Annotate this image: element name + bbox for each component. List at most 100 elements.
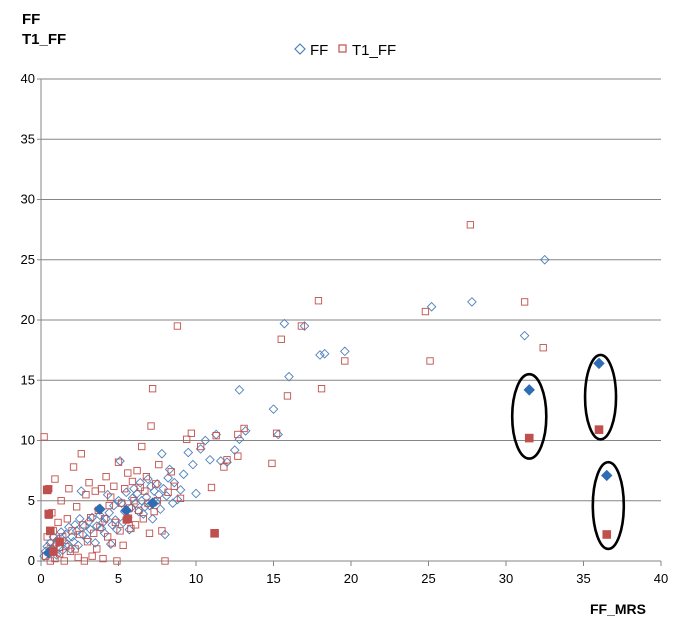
point-t1ff-1-92 [234,452,242,460]
point-ff-0-25 [78,529,88,540]
point-ff-2-1 [94,503,106,515]
x-tick-label-30: 30 [499,571,513,586]
point-ff-0-38 [101,513,111,524]
point-ff-0-18 [67,532,77,542]
point-ff-0-11 [56,527,66,537]
point-ff-0-82 [172,494,183,505]
point-ff-0-43 [109,500,119,511]
point-ff-0-44 [110,515,121,525]
x-tick-label-15: 15 [266,571,280,586]
legend-ff-label: FF [310,42,328,59]
point-ff-0-101 [284,371,294,382]
point-ff-2-3 [146,497,159,509]
y-axis-label-t1ff: T1_FF [22,31,66,48]
x-axis-label: FF_MRS [590,601,646,617]
point-ff-0-106 [426,301,437,312]
point-t1ff-1-26 [76,530,84,539]
point-ff-0-90 [205,454,215,465]
point-ff-0-105 [339,346,350,357]
point-t1ff-1-88 [207,483,216,492]
highlight-ellipse-1 [583,353,618,441]
point-t1ff-3-9 [602,530,612,539]
point-t1ff-1-43 [102,473,110,481]
point-ff-0-96 [234,385,245,395]
point-t1ff-1-75 [152,480,160,488]
point-t1ff-1-66 [138,442,146,451]
point-t1ff-1-55 [121,485,129,493]
point-ff-0-31 [90,538,101,548]
point-t1ff-1-47 [108,539,116,547]
point-t1ff-1-79 [161,557,169,565]
point-ff-0-72 [153,489,164,500]
point-t1ff-1-19 [65,485,73,493]
point-ff-0-41 [105,539,116,549]
point-ff-0-81 [169,477,180,488]
point-ff-0-98 [268,404,279,415]
legend-t1ff-marker [338,44,347,53]
point-t1ff-1-97 [277,335,285,343]
point-t1ff-1-84 [176,494,185,502]
point-t1ff-1-37 [93,545,101,553]
legend-ff-marker [294,43,306,55]
point-t1ff-1-52 [116,527,124,535]
point-t1ff-1-12 [54,518,62,527]
point-t1ff-1-91 [223,456,231,464]
point-ff-0-27 [82,534,93,545]
point-ff-0-73 [155,504,166,515]
point-t1ff-1-9 [51,475,59,483]
point-t1ff-1-102 [341,357,349,365]
point-t1ff-1-107 [539,344,547,352]
point-t1ff-1-101 [317,385,326,393]
point-t1ff-1-73 [148,385,157,393]
point-t1ff-1-25 [74,553,82,562]
point-ff-0-28 [84,516,94,527]
point-t1ff-1-49 [111,518,120,527]
point-t1ff-1-57 [124,469,132,477]
point-t1ff-1-89 [212,432,220,440]
point-ff-0-24 [76,486,87,496]
point-ff-0-97 [240,426,251,436]
point-t1ff-1-100 [314,297,323,305]
point-t1ff-1-82 [170,482,178,490]
point-t1ff-3-1 [44,509,54,519]
y-tick-label-15: 15 [21,372,35,387]
point-t1ff-3-2 [46,526,55,536]
point-ff-0-75 [158,483,169,494]
x-tick-label-35: 35 [576,571,590,586]
point-t1ff-1-33 [86,513,95,522]
point-t1ff-1-67 [139,515,147,523]
point-t1ff-1-35 [90,529,98,537]
point-ff-0-60 [135,477,146,488]
point-ff-0-30 [87,512,97,523]
point-t1ff-1-45 [105,501,113,510]
point-ff-0-109 [539,254,550,265]
point-t1ff-1-83 [173,322,182,330]
point-ff-2-6 [601,469,613,482]
point-t1ff-1-68 [141,487,149,495]
point-t1ff-1-98 [283,392,292,400]
x-tick-label-0: 0 [37,571,44,586]
point-t1ff-1-51 [114,458,123,466]
x-tick-label-40: 40 [654,571,668,586]
point-ff-0-78 [163,473,173,483]
point-ff-0-65 [143,474,153,484]
point-ff-0-104 [319,348,330,359]
y-tick-label-0: 0 [28,553,35,568]
point-t1ff-1-28 [79,521,87,529]
point-t1ff-1-14 [57,497,65,505]
point-ff-0-86 [188,459,198,470]
point-ff-0-74 [157,448,167,459]
point-ff-0-87 [191,488,201,499]
point-ff-0-102 [299,321,310,331]
point-ff-0-84 [178,469,189,480]
point-t1ff-3-5 [123,514,133,524]
point-ff-0-100 [279,318,290,329]
legend-t1ff-label: T1_FF [352,42,396,59]
point-t1ff-1-23 [71,545,79,553]
y-tick-label-30: 30 [21,192,35,207]
highlight-ellipse-2 [591,460,626,551]
point-t1ff-3-3 [49,547,58,556]
point-t1ff-1-86 [187,429,195,437]
point-t1ff-1-53 [117,499,126,507]
